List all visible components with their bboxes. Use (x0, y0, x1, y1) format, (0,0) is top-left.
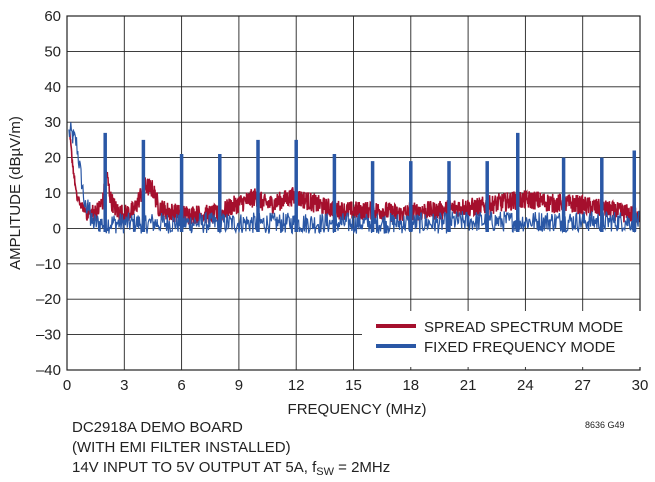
x-tick-labels: 0 3 6 9 12 15 18 21 24 27 30 (63, 377, 649, 394)
note-conditions: 14V INPUT TO 5V OUTPUT AT 5A, fSW = 2MHz (72, 458, 390, 482)
x-tick-label: 6 (177, 377, 185, 394)
legend-label-spread-spectrum: SPREAD SPECTRUM MODE (424, 319, 623, 336)
y-tick-label: 0 (53, 220, 61, 237)
spread-spectrum-series (69, 132, 640, 227)
x-tick-label: 3 (120, 377, 128, 394)
x-tick-label: 24 (517, 377, 534, 394)
note-conditions-subscript: SW (316, 466, 334, 478)
x-tick-label: 9 (235, 377, 243, 394)
note-conditions-value: = 2MHz (334, 459, 391, 476)
y-tick-label: 60 (44, 8, 61, 25)
note-filter: (WITH EMI FILTER INSTALLED) (72, 439, 291, 456)
x-tick-label: 18 (402, 377, 419, 394)
y-tick-label: 10 (44, 185, 61, 202)
y-tick-label: –20 (36, 291, 61, 308)
fixed-frequency-trace (68, 122, 640, 235)
x-axis-title: FREQUENCY (MHz) (288, 401, 427, 418)
x-tick-label: 27 (574, 377, 591, 394)
plot-frame (66, 15, 641, 371)
y-axis-title: AMPLITUDE (dBµV/m) (7, 116, 24, 270)
y-tick-label: –10 (36, 256, 61, 273)
note-board: DC2918A DEMO BOARD (72, 419, 243, 436)
plot-area (68, 122, 640, 235)
x-tick-label: 15 (345, 377, 362, 394)
y-tick-label: 40 (44, 79, 61, 96)
x-tick-label: 21 (460, 377, 477, 394)
y-tick-label: –40 (36, 362, 61, 379)
grid-lines (67, 16, 640, 370)
x-tick-label: 12 (288, 377, 305, 394)
legend-label-fixed-frequency: FIXED FREQUENCY MODE (424, 339, 615, 356)
legend-box (362, 311, 642, 367)
y-tick-label: 30 (44, 114, 61, 131)
spread-spectrum-trace (69, 132, 640, 227)
x-tick-label: 0 (63, 377, 71, 394)
y-tick-labels: 60 50 40 30 20 10 0 –10 –20 –30 –40 (36, 8, 61, 379)
y-tick-label: –30 (36, 327, 61, 344)
note-conditions-text: 14V INPUT TO 5V OUTPUT AT 5A, f (72, 459, 317, 476)
y-tick-label: 20 (44, 150, 61, 167)
fixed-frequency-series (68, 122, 640, 235)
y-tick-label: 50 (44, 43, 61, 60)
x-tick-label: 30 (632, 377, 649, 394)
figure-code: 8636 G49 (585, 420, 625, 430)
